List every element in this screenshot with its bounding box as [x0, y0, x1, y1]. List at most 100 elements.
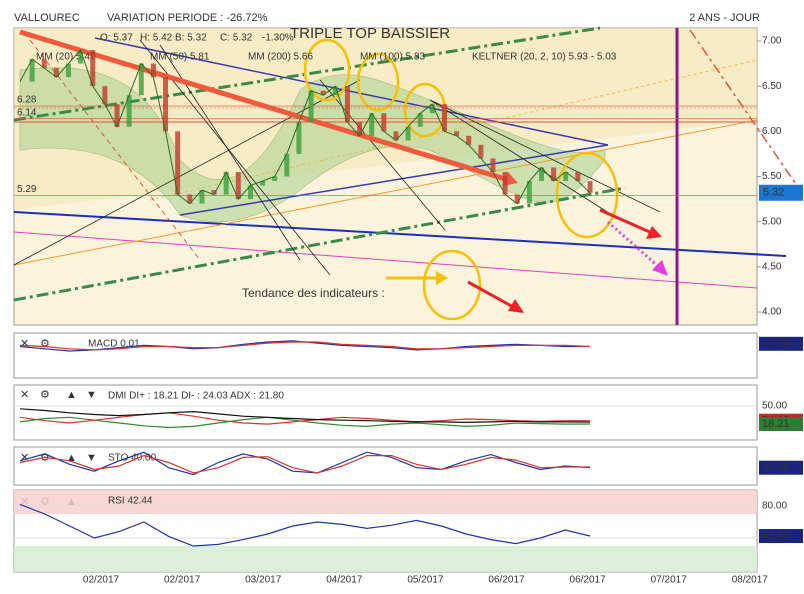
price-line [19, 49, 591, 205]
candle [344, 86, 350, 123]
sto-panel [13, 446, 758, 486]
arrow-head [508, 299, 524, 313]
value-box [759, 460, 803, 475]
legend-item: MM (100) 5.83 [360, 52, 425, 63]
candle [538, 167, 544, 182]
value-box-label: 42.44 [762, 530, 790, 542]
candle [138, 63, 144, 96]
value-box-label: 40.00 [762, 462, 790, 474]
candle [41, 59, 47, 69]
candle [247, 185, 253, 200]
candle [284, 153, 290, 177]
arrow-head [436, 271, 448, 285]
last-price-box [759, 184, 803, 201]
top-circle [356, 52, 400, 112]
indicator-line [19, 454, 590, 474]
candle [490, 158, 496, 172]
candle [126, 95, 132, 127]
x-tick-label: 02/2017 [83, 575, 120, 586]
candle [235, 171, 241, 200]
candle [66, 63, 72, 78]
ohlc-value: C: 5.32 [220, 33, 253, 44]
band [14, 490, 757, 514]
candle [405, 126, 411, 141]
indicator-line [19, 412, 590, 425]
last-price-label: 5.32 [763, 187, 784, 199]
legend-item: MM (50) 5.81 [150, 52, 210, 63]
candle [175, 131, 181, 195]
arrow [467, 280, 516, 310]
indicator-label: RSI 42.44 [108, 496, 153, 507]
value-box [759, 417, 803, 432]
close-icon[interactable]: ✕ [20, 389, 29, 401]
y-tick-label: 6.50 [762, 81, 782, 92]
candle [526, 181, 532, 204]
candle [187, 194, 193, 204]
y-tick-label: 80.00 [762, 501, 787, 512]
fan-line [13, 79, 361, 266]
arrow-head [652, 260, 668, 276]
candle [478, 144, 484, 159]
dmi-panel [13, 384, 758, 441]
candle [454, 131, 460, 136]
candle [199, 190, 205, 204]
channel-bottom [179, 144, 609, 216]
value-box [759, 529, 803, 544]
candle [587, 181, 593, 193]
candle [320, 90, 326, 96]
value-box [759, 336, 803, 351]
candle [296, 122, 302, 154]
close-icon[interactable]: ✕ [20, 452, 29, 464]
legend-item: MM (200) 5.66 [248, 52, 313, 63]
x-tick-label: 07/2017 [651, 575, 688, 586]
candle [78, 50, 84, 64]
x-tick-label: 03/2017 [245, 575, 282, 586]
level-label: 6.14 [17, 107, 37, 118]
current-circle [555, 151, 619, 239]
indicator-label: STO 40.00 [108, 453, 157, 464]
support-line [13, 211, 787, 257]
settings-icon[interactable]: ⚙ [40, 389, 50, 401]
x-tick-label: 04/2017 [326, 575, 363, 586]
x-tick-label: 08/2017 [732, 575, 769, 586]
down-icon[interactable]: ▼ [86, 452, 97, 464]
variation: VARIATION PERIODE : -26.72% [107, 12, 268, 24]
candle [369, 113, 375, 136]
candle [466, 135, 472, 145]
ohlc-value: B: 5.32 [175, 33, 207, 44]
candle [90, 50, 96, 87]
green-dash-low [13, 186, 626, 302]
ohlc-value: H: 5.42 [140, 33, 173, 44]
settings-icon[interactable]: ⚙ [40, 338, 50, 350]
y-tick-label: 6.00 [762, 126, 782, 137]
x-tick-label: 05/2017 [407, 575, 444, 586]
indicator-label: MACD 0.01 [88, 339, 140, 350]
candle [260, 181, 266, 186]
trend-lines [13, 26, 801, 302]
y-tick-label: 7.00 [762, 36, 782, 47]
period: 2 ANS - JOUR [689, 12, 760, 24]
x-tick-label: 06/2017 [570, 575, 607, 586]
up-icon[interactable]: ▲ [66, 452, 77, 464]
up-icon[interactable]: ▲ [66, 389, 77, 401]
candle [163, 77, 169, 132]
candle [114, 104, 120, 127]
candle [211, 190, 217, 195]
candle [102, 86, 108, 105]
candle [357, 122, 363, 136]
y-tick-label: 4.50 [762, 261, 782, 272]
candle [393, 131, 399, 141]
chart-title: TRIPLE TOP BAISSIER [290, 25, 450, 42]
candle [381, 113, 387, 132]
candle [441, 104, 447, 132]
channel-top [94, 37, 609, 146]
candle [417, 113, 423, 127]
arrow-head [646, 226, 662, 239]
close-icon[interactable]: ✕ [20, 338, 29, 350]
candle [332, 86, 338, 96]
candle [272, 176, 278, 182]
candle [551, 167, 557, 182]
down-icon[interactable]: ▼ [86, 389, 97, 401]
ohlc-value: -1.30% [262, 33, 294, 44]
